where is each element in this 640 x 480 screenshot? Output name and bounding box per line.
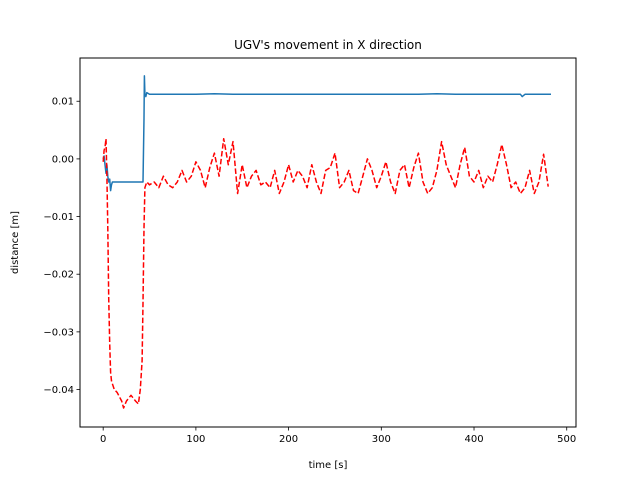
- x-tick-label: 100: [186, 434, 205, 445]
- y-tick-label: −0.03: [43, 327, 74, 338]
- y-axis-label: distance [m]: [10, 211, 21, 274]
- x-tick-label: 200: [279, 434, 298, 445]
- y-tick-label: −0.01: [43, 212, 74, 223]
- series-line-1: [102, 75, 551, 192]
- y-axis: −0.04 −0.03 −0.02 −0.01 0.00 0.01: [43, 97, 80, 396]
- chart-title: UGV's movement in X direction: [234, 38, 422, 52]
- x-tick-label: 500: [557, 434, 576, 445]
- x-tick-label: 0: [100, 434, 106, 445]
- series-line-2: [102, 137, 549, 409]
- x-tick-label: 300: [372, 434, 391, 445]
- y-tick-label: −0.04: [43, 385, 74, 396]
- axes-frame: [79, 57, 577, 428]
- x-tick-label: 400: [464, 434, 483, 445]
- x-axis-label: time [s]: [309, 460, 348, 471]
- series-layer: [102, 75, 551, 409]
- plot-area: [79, 57, 577, 428]
- y-tick-label: 0.01: [52, 97, 74, 108]
- x-axis: 0 100 200 300 400 500: [100, 427, 576, 445]
- y-tick-label: −0.02: [43, 270, 74, 281]
- y-tick-label: 0.00: [52, 154, 74, 165]
